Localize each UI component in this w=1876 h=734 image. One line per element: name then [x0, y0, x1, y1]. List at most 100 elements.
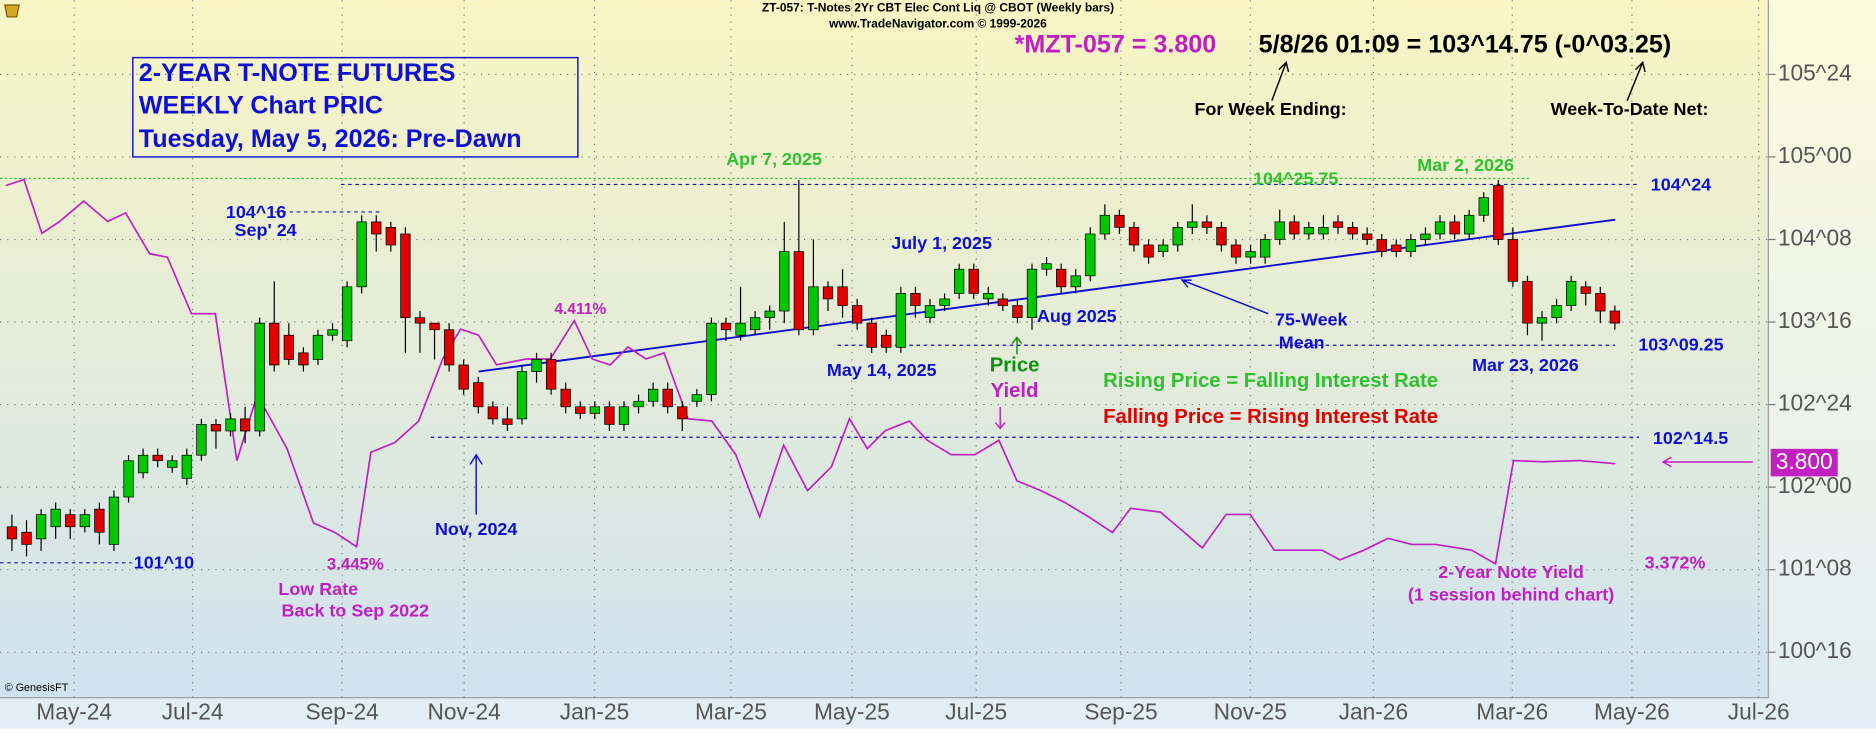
candle-body	[779, 251, 790, 312]
candle-body	[1303, 227, 1315, 235]
y-tick-label: 105^00	[1778, 142, 1852, 168]
level-label: 104^16	[226, 202, 286, 222]
candle-body	[371, 221, 382, 235]
candle-body	[749, 317, 761, 331]
candle-body	[79, 514, 90, 528]
annotation: For Week Ending:	[1195, 99, 1347, 119]
candle-body	[997, 298, 1008, 306]
candle-body	[1041, 263, 1052, 270]
title-box	[132, 56, 579, 158]
candle-body	[1099, 214, 1110, 235]
arrow	[1271, 60, 1290, 101]
candle-body	[1595, 293, 1606, 312]
title-line: Tuesday, May 5, 2026: Pre-Dawn	[139, 125, 522, 153]
candle-body	[341, 286, 353, 342]
level-label: 101^10	[134, 552, 194, 572]
quote-price: 5/8/26 01:09 = 103^14.75 (-0^03.25)	[1259, 30, 1672, 58]
x-tick-label: Jul-26	[1728, 698, 1790, 724]
annotation: Rising Price = Falling Interest Rate	[1103, 370, 1438, 392]
candle-body	[720, 322, 732, 331]
candle-body	[50, 508, 61, 528]
plot-area	[0, 0, 1769, 698]
candle-body	[1143, 244, 1154, 258]
arrow	[1180, 279, 1269, 315]
candle-body	[1536, 317, 1548, 324]
candle-body	[1085, 233, 1096, 277]
candle-body	[983, 293, 994, 300]
annotation: Back to Sep 2022	[282, 600, 430, 620]
candle-body	[239, 418, 251, 432]
x-tick-label: May-25	[814, 698, 890, 724]
candle-body	[1055, 268, 1067, 288]
candle-body	[837, 286, 848, 306]
candle-body	[458, 364, 469, 390]
level-label: 103^09.25	[1638, 335, 1723, 355]
candle-body	[1332, 221, 1344, 228]
candle-body	[123, 460, 134, 498]
candle-body	[1128, 227, 1140, 246]
annotation: 3.445%	[327, 554, 384, 573]
y-tick-label: 105^24	[1778, 59, 1852, 85]
x-tick-label: Mar-26	[1476, 698, 1548, 724]
candle-body	[647, 388, 659, 402]
candle-body	[356, 221, 367, 288]
candle-body	[531, 359, 542, 372]
title-line: WEEKLY Chart PRIC	[139, 91, 383, 119]
header-line: www.TradeNavigator.com © 1999-2026	[828, 16, 1047, 30]
candle-body	[822, 286, 834, 300]
candle-body	[94, 508, 105, 533]
candle-body	[1114, 214, 1125, 228]
candle-body	[1260, 239, 1271, 258]
x-tick-label: Mar-25	[695, 698, 767, 724]
level-label: 104^24	[1651, 174, 1711, 194]
candle-body	[473, 382, 484, 408]
annotation: © GenesisFT	[5, 682, 69, 694]
candle-body	[1522, 280, 1533, 324]
candle-body	[1070, 275, 1081, 288]
candle-body	[429, 322, 440, 331]
candle-body	[764, 310, 775, 318]
trendline-label: Mean	[1279, 332, 1325, 352]
arrow	[1661, 456, 1753, 468]
candle-body	[1245, 251, 1256, 258]
candle-body	[706, 322, 717, 396]
x-tick-label: Jul-24	[162, 698, 224, 724]
x-tick-label: Nov-24	[427, 698, 500, 724]
y-tick-label: 102^00	[1778, 472, 1852, 498]
candle-body	[1464, 214, 1475, 235]
annotation: Apr 7, 2025	[726, 149, 822, 169]
candle-body	[1580, 286, 1591, 294]
annotation: Low Rate	[278, 579, 358, 599]
yield-marker-label: 3.800	[1776, 448, 1833, 474]
candle-body	[924, 305, 936, 318]
candle-body	[735, 322, 746, 336]
candle-body	[283, 334, 294, 360]
candle-body	[502, 418, 513, 425]
candle-body	[210, 424, 222, 432]
header-line: ZT-057: T-Notes 2Yr CBT Elec Cont Liq @ …	[762, 1, 1114, 15]
candle-body	[953, 268, 965, 294]
candle-body	[1274, 221, 1285, 240]
annotation: Yield	[991, 380, 1039, 402]
quote-yield: *MZT-057 = 3.800	[1015, 30, 1217, 58]
candle-body	[677, 406, 688, 420]
candle-body	[1376, 239, 1387, 252]
annotation: Week-To-Date Net:	[1551, 99, 1709, 119]
logo-icon	[4, 4, 20, 18]
candle-body	[618, 406, 630, 425]
candle-body	[1026, 268, 1038, 318]
x-tick-label: Nov-25	[1214, 698, 1287, 724]
annotation: Nov, 2024	[435, 519, 517, 539]
annotation: Aug 2025	[1037, 306, 1117, 326]
candle-body	[1449, 221, 1460, 235]
x-tick-label: May-24	[36, 698, 112, 724]
candle-body	[385, 227, 396, 246]
series-name: 2-Year Note Yield	[1438, 562, 1584, 582]
candle-body	[327, 329, 338, 336]
candle-body	[254, 322, 265, 432]
candle-body	[137, 454, 149, 474]
candle-body	[312, 334, 324, 360]
candle-body	[1347, 227, 1358, 235]
arrow	[1626, 60, 1646, 101]
